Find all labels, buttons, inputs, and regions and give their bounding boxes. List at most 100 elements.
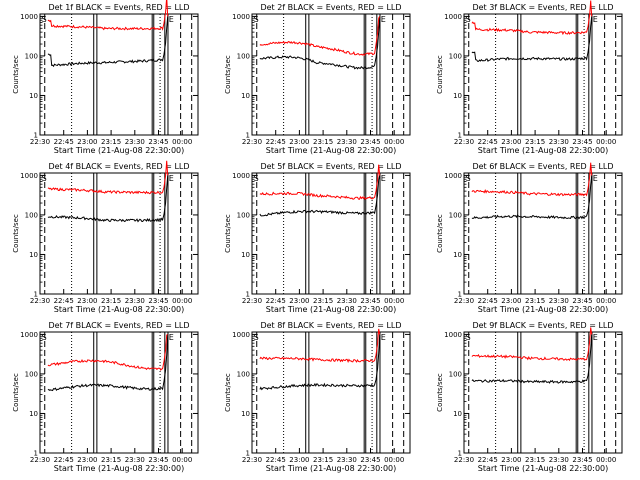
x-tick-label: 23:15	[525, 456, 545, 464]
y-tick-label: 1000	[232, 331, 250, 339]
x-tick-label: 00:00	[596, 456, 616, 464]
x-tick-label: 23:30	[337, 297, 357, 305]
y-tick-label: 100	[25, 211, 38, 219]
end-marker-label: E	[593, 15, 598, 24]
x-axis-label: Start Time (21-Aug-08 22:30:00)	[266, 305, 397, 314]
end-marker-label: E	[381, 15, 386, 24]
x-tick-label: 23:45	[148, 297, 168, 305]
x-tick-label: 23:45	[572, 138, 592, 146]
y-tick-label: 1000	[20, 13, 38, 21]
x-axis-label: Start Time (21-Aug-08 22:30:00)	[266, 146, 397, 155]
start-marker-label: S	[466, 15, 471, 24]
y-axis-label: Counts/sec	[12, 55, 20, 94]
y-axis-label: Counts/sec	[436, 55, 444, 94]
panel-det-2: Det 2f BLACK = Events, RED = LLD11010010…	[224, 3, 410, 155]
y-tick-label: 100	[449, 52, 462, 60]
panel-title: Det 8f BLACK = Events, RED = LLD	[260, 321, 401, 330]
lld-series-line	[260, 329, 380, 362]
x-tick-label: 23:30	[549, 297, 569, 305]
y-tick-label: 1000	[444, 172, 462, 180]
y-axis-label: Counts/sec	[436, 373, 444, 412]
x-tick-label: 23:15	[313, 138, 333, 146]
start-marker-label: S	[254, 15, 259, 24]
x-tick-label: 23:30	[337, 138, 357, 146]
x-tick-label: 23:15	[313, 297, 333, 305]
events-series-line	[48, 175, 168, 221]
end-marker-label: E	[593, 333, 598, 342]
x-axis-label: Start Time (21-Aug-08 22:30:00)	[266, 464, 397, 473]
y-tick-label: 10	[29, 92, 38, 100]
x-axis-label: Start Time (21-Aug-08 22:30:00)	[478, 464, 609, 473]
panel-det-1: Det 1f BLACK = Events, RED = LLD 1 10 100 10…	[12, 0, 198, 155]
y-tick-label: 1000	[444, 13, 462, 21]
x-tick-label: 23:00	[77, 456, 97, 464]
x-tick-label: 23:00	[77, 297, 97, 305]
x-tick-label: 22:45	[266, 456, 286, 464]
x-tick-label: 23:30	[549, 138, 569, 146]
y-tick-label: 10	[453, 251, 462, 259]
y-tick-label: 10	[453, 410, 462, 418]
x-tick-label: 22:45	[54, 297, 74, 305]
x-tick-label: 00:00	[172, 456, 192, 464]
y-tick-label: 1000	[20, 331, 38, 339]
end-marker-label: E	[169, 333, 174, 342]
panel-det-4: Det 4f BLACK = Events, RED = LLD11010010…	[12, 161, 198, 314]
y-tick-label: 10	[241, 251, 250, 259]
panel-title: Det 1f BLACK = Events, RED = LLD	[48, 3, 189, 12]
x-tick-label: 23:15	[525, 138, 545, 146]
y-axis-label: Counts/sec	[224, 55, 232, 94]
y-tick-label: 10	[241, 410, 250, 418]
x-tick-label: 23:00	[501, 456, 521, 464]
y-tick-label: 100	[25, 52, 38, 60]
panel-det-6: Det 6f BLACK = Events, RED = LLD 1 10 100 10…	[436, 162, 622, 314]
y-tick-label: 10	[453, 92, 462, 100]
lld-series-line	[48, 334, 168, 370]
events-series-line	[260, 16, 380, 68]
x-tick-label: 23:30	[125, 456, 145, 464]
x-tick-label: 22:30	[454, 456, 474, 464]
panel-title: Det 7f BLACK = Events, RED = LLD	[48, 321, 189, 330]
y-tick-label: 10	[241, 92, 250, 100]
x-tick-label: 23:00	[501, 297, 521, 305]
x-tick-label: 00:00	[596, 138, 616, 146]
x-axis-label: Start Time (21-Aug-08 22:30:00)	[478, 146, 609, 155]
y-tick-label: 1000	[232, 172, 250, 180]
lld-series-line	[260, 16, 380, 55]
y-tick-label: 100	[237, 52, 250, 60]
plot-frame	[40, 332, 198, 453]
start-marker-label: S	[42, 333, 47, 342]
x-tick-label: 23:45	[572, 456, 592, 464]
x-tick-label: 22:45	[54, 138, 74, 146]
x-tick-label: 23:00	[289, 138, 309, 146]
x-tick-label: 22:30	[30, 456, 50, 464]
start-marker-label: S	[42, 174, 47, 183]
plot-frame	[40, 14, 198, 135]
x-tick-label: 22:30	[30, 297, 50, 305]
x-tick-label: 23:45	[572, 297, 592, 305]
x-axis-label: Start Time (21-Aug-08 22:30:00)	[478, 305, 609, 314]
end-marker-label: E	[169, 174, 174, 183]
panel-det-5: Det 5f BLACK = Events, RED = LLD11010010…	[224, 162, 410, 314]
start-marker-label: S	[466, 174, 471, 183]
y-tick-label: 1000	[444, 331, 462, 339]
x-tick-label: 23:45	[148, 138, 168, 146]
x-tick-label: 00:00	[384, 138, 404, 146]
panel-det-8: Det 8f BLACK = Events, RED = LLD11010010…	[224, 321, 410, 473]
start-marker-label: S	[254, 174, 259, 183]
y-tick-label: 1000	[20, 172, 38, 180]
plot-frame	[252, 173, 410, 294]
panel-title: Det 2f BLACK = Events, RED = LLD	[260, 3, 401, 12]
end-marker-label: E	[381, 333, 386, 342]
x-tick-label: 23:00	[77, 138, 97, 146]
x-tick-label: 23:00	[289, 456, 309, 464]
x-tick-label: 23:15	[101, 297, 121, 305]
x-tick-label: 22:30	[242, 138, 262, 146]
y-axis-label: Counts/sec	[436, 214, 444, 253]
x-tick-label: 23:15	[101, 138, 121, 146]
y-tick-label: 1000	[232, 13, 250, 21]
x-tick-label: 23:00	[501, 138, 521, 146]
panel-det-3: Det 3f BLACK = Events, RED = LLD 1 10 100 10…	[436, 1, 622, 156]
y-tick-label: 10	[29, 251, 38, 259]
x-tick-label: 22:45	[478, 297, 498, 305]
x-axis-label: Start Time (21-Aug-08 22:30:00)	[54, 305, 185, 314]
